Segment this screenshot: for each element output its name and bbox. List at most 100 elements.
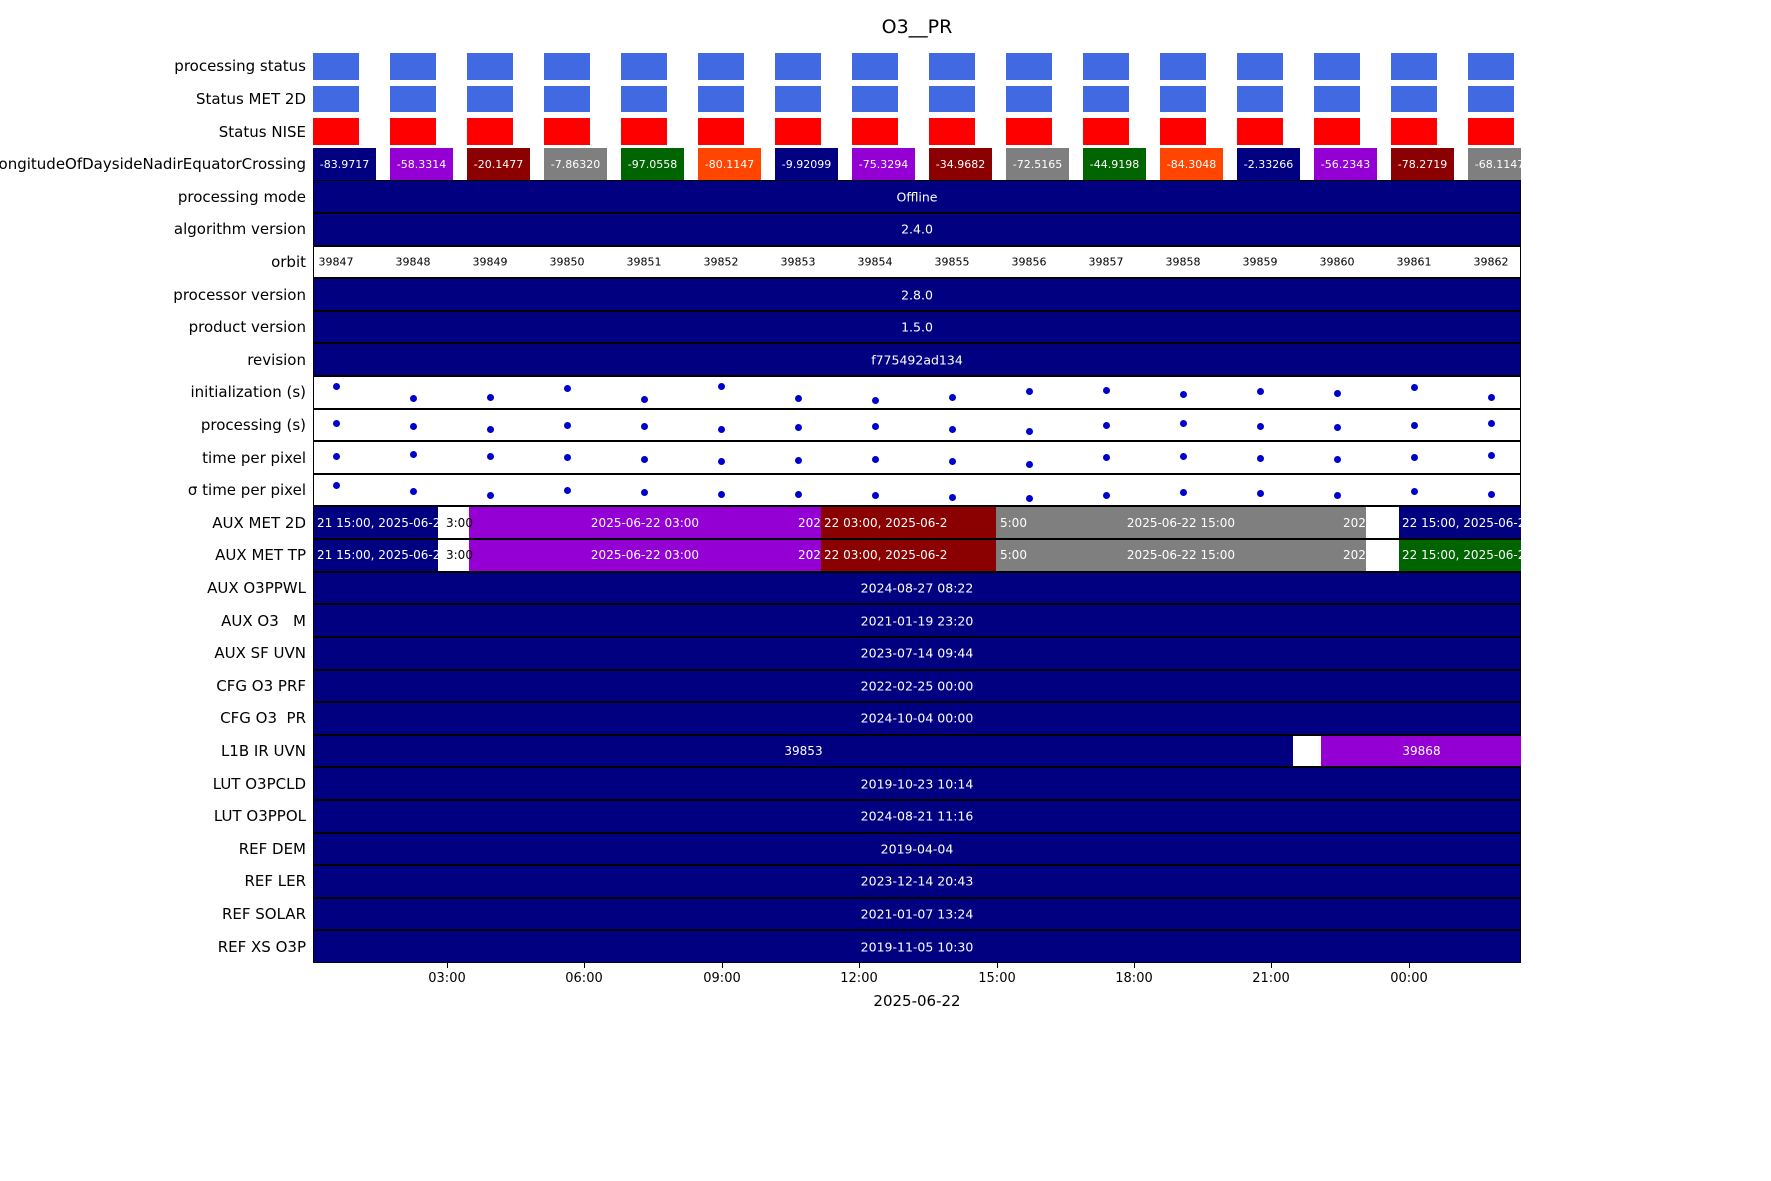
data-dot bbox=[1103, 386, 1110, 394]
x-tick-label: 12:00 bbox=[840, 971, 878, 986]
row-label-12: time per pixel bbox=[202, 448, 306, 467]
status-block bbox=[313, 52, 359, 80]
data-dot bbox=[1257, 489, 1264, 497]
longitude-block: -58.3314 bbox=[390, 148, 453, 180]
status-block bbox=[390, 52, 436, 80]
row-label-14: AUX MET 2D bbox=[212, 513, 306, 532]
status-block bbox=[544, 85, 590, 113]
orbit-value: 39862 bbox=[1473, 255, 1509, 269]
data-dot bbox=[949, 393, 956, 401]
orbit-value: 39860 bbox=[1319, 255, 1355, 269]
status-block bbox=[775, 118, 821, 145]
segment-text: 22 03:00, 2025-06-2 bbox=[824, 548, 948, 563]
status-block bbox=[1083, 85, 1129, 113]
data-dot bbox=[872, 456, 879, 464]
data-dot bbox=[718, 458, 725, 465]
data-dot bbox=[1334, 424, 1341, 432]
text-fragment: 3:00 bbox=[446, 548, 473, 563]
segment-text: 2025-06-22 15:00 bbox=[1126, 515, 1236, 530]
longitude-block: -9.92099 bbox=[775, 148, 838, 180]
row-label-18: AUX SF UVN bbox=[214, 644, 306, 663]
bar-text: 2019-04-04 bbox=[880, 841, 954, 857]
x-tick-label: 21:00 bbox=[1252, 971, 1290, 986]
row-label-0: processing status bbox=[174, 57, 306, 76]
row-bar-9: f775492ad134 bbox=[313, 343, 1521, 377]
status-block bbox=[1083, 118, 1129, 145]
row-label-9: revision bbox=[247, 350, 306, 369]
data-dot bbox=[1103, 454, 1110, 462]
status-block bbox=[1314, 52, 1360, 80]
data-dot bbox=[1257, 455, 1264, 463]
data-dot bbox=[1180, 488, 1187, 496]
status-block bbox=[852, 118, 898, 145]
x-tick-label: 15:00 bbox=[978, 971, 1016, 986]
x-tick bbox=[1409, 963, 1410, 968]
row-dots-11 bbox=[313, 408, 1521, 442]
segment-text: 21 15:00, 2025-06-2 bbox=[317, 548, 438, 563]
chart-title: O3__PR bbox=[881, 16, 953, 38]
bar-text: Offline bbox=[896, 189, 938, 205]
data-dot bbox=[872, 491, 879, 499]
status-block bbox=[1391, 85, 1437, 113]
longitude-block: -68.1147 bbox=[1468, 148, 1521, 180]
status-block bbox=[1160, 52, 1206, 80]
status-block bbox=[1237, 118, 1283, 145]
segment-text: 2025-06-22 03:00 bbox=[590, 515, 700, 530]
status-block bbox=[929, 85, 975, 113]
row-label-23: LUT O3PPOL bbox=[213, 807, 306, 826]
longitude-block: -83.9717 bbox=[313, 148, 376, 180]
data-dot bbox=[1488, 490, 1495, 498]
data-dot bbox=[487, 491, 494, 499]
x-tick-label: 00:00 bbox=[1390, 971, 1428, 986]
segment-text: 39853 bbox=[784, 744, 823, 759]
data-dot bbox=[1180, 391, 1187, 399]
orbit-value: 39857 bbox=[1088, 255, 1124, 269]
row-label-8: product version bbox=[188, 318, 306, 337]
status-block bbox=[467, 118, 513, 145]
row-segments-14: 21 15:00, 2025-06-2 2025-06-22 03:00 22 03… bbox=[313, 506, 1521, 540]
row-bar-25: 2023-12-14 20:43 bbox=[313, 865, 1521, 898]
orbit-value: 39849 bbox=[472, 255, 508, 269]
text-fragment: 202 bbox=[1343, 515, 1366, 530]
bar-text: 1.5.0 bbox=[901, 319, 933, 335]
data-dot bbox=[872, 396, 879, 404]
text-fragment: 202 bbox=[798, 548, 821, 563]
status-block bbox=[1391, 118, 1437, 145]
row-label-11: processing (s) bbox=[200, 415, 306, 434]
longitude-block: -80.1147 bbox=[698, 148, 761, 180]
data-dot bbox=[1180, 453, 1187, 461]
x-tick bbox=[1271, 963, 1272, 968]
bar-segment: 22 15:00, 2025-06-2 bbox=[1399, 540, 1521, 571]
status-block bbox=[1006, 52, 1052, 80]
text-fragment: 3:00 bbox=[446, 515, 473, 530]
status-block bbox=[775, 52, 821, 80]
row-label-4: processing mode bbox=[177, 187, 306, 206]
bar-text: f775492ad134 bbox=[871, 352, 963, 368]
data-dot bbox=[795, 457, 802, 465]
bar-segment: 21 15:00, 2025-06-2 bbox=[314, 540, 438, 571]
row-blocks-1 bbox=[313, 83, 1521, 116]
status-block bbox=[1468, 52, 1514, 80]
data-dot bbox=[487, 426, 494, 434]
bar-segment: 21 15:00, 2025-06-2 bbox=[314, 507, 438, 539]
row-label-27: REF XS O3P bbox=[217, 937, 306, 956]
segment-text: 22 03:00, 2025-06-2 bbox=[824, 515, 948, 530]
x-tick-label: 18:00 bbox=[1115, 971, 1153, 986]
bar-segment: 22 03:00, 2025-06-2 bbox=[821, 507, 996, 539]
x-tick-label: 03:00 bbox=[428, 971, 466, 986]
data-dot bbox=[1334, 456, 1341, 464]
longitude-block: -20.1477 bbox=[467, 148, 530, 180]
bar-text: 2.8.0 bbox=[901, 287, 933, 303]
data-dot bbox=[410, 450, 417, 458]
orbit-value: 39853 bbox=[780, 255, 816, 269]
row-label-6: orbit bbox=[271, 252, 306, 271]
data-dot bbox=[949, 425, 956, 433]
bar-text: 2022-02-25 00:00 bbox=[860, 678, 974, 694]
x-tick bbox=[859, 963, 860, 968]
bar-text: 2021-01-19 23:20 bbox=[860, 613, 974, 629]
row-bar-19: 2022-02-25 00:00 bbox=[313, 669, 1521, 703]
data-dot bbox=[1257, 423, 1264, 431]
longitude-block: -75.3294 bbox=[852, 148, 915, 180]
longitude-block: -44.9198 bbox=[1083, 148, 1146, 180]
x-tick bbox=[584, 963, 585, 968]
